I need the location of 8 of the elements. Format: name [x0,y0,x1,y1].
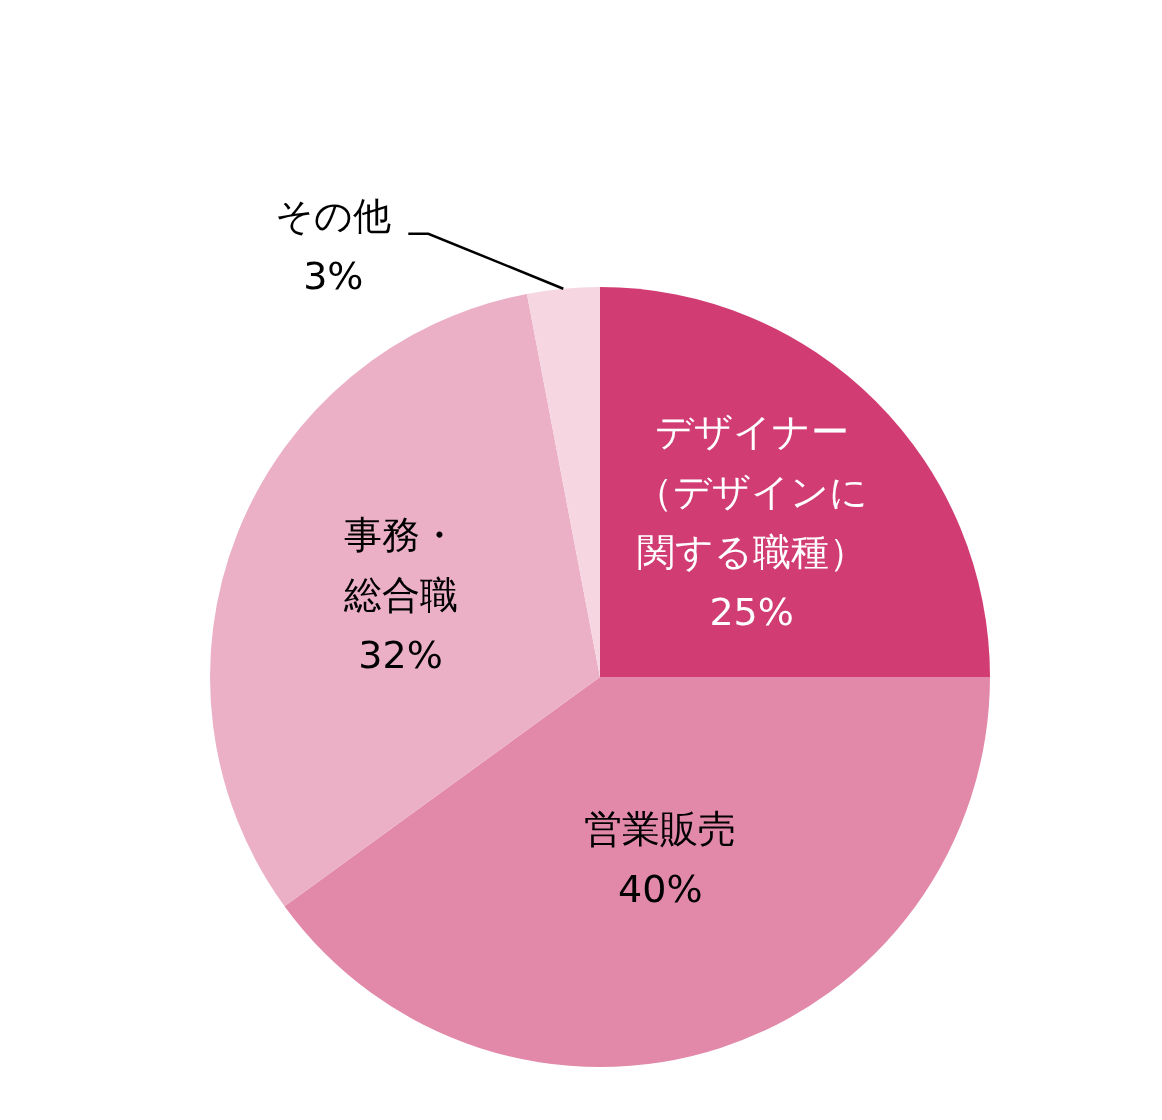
slice-label: 事務・総合職 [342,512,458,617]
slice-label: その他 [275,193,392,238]
slice-label: 営業販売 [584,807,737,852]
slice-label: デザイナー（デザインに関する職種） [635,410,869,575]
data-label: 25% [709,590,794,635]
data-label: 3% [303,253,364,298]
data-label: 40% [618,867,703,912]
data-label: 32% [358,632,443,677]
